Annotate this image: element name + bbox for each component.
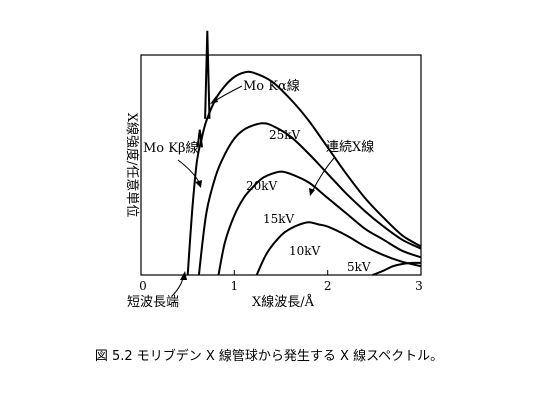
spectrum-curves — [186, 30, 422, 276]
arrowhead-k-alpha — [210, 96, 218, 104]
series-label-10kv: 10kV — [289, 244, 321, 258]
series-label-25kv: 25kV — [269, 128, 301, 142]
arrowhead-continuous — [309, 188, 315, 196]
arrow-k-alpha — [212, 85, 243, 103]
x-tick-label: 1 — [230, 279, 238, 293]
mo-k-beta-label: Mo Kβ線 — [143, 140, 199, 156]
x-tick-label: 0 — [139, 279, 147, 293]
peak-k-beta — [196, 129, 203, 148]
arrow-continuous — [311, 157, 335, 193]
arrowhead-k-beta — [195, 180, 202, 188]
plot-frame — [140, 54, 422, 276]
continuous-xray-label: 連続X線 — [326, 139, 374, 155]
series-label-5kv: 5kV — [347, 260, 371, 274]
x-tick-label: 3 — [415, 279, 423, 293]
series-label-20kv: 20kV — [246, 179, 278, 193]
x-axis-title: X線波長/Å — [252, 294, 315, 310]
figure-caption: 図 5.2 モリブデン X 線管球から発生する X 線スペクトル。 — [94, 349, 444, 364]
x-axis-ticks — [140, 270, 422, 275]
y-axis-title: X線強度/任意単位 — [124, 113, 140, 218]
short-wavelength-limit-label: 短波長端 — [127, 295, 179, 310]
series-label-15kv: 15kV — [263, 212, 295, 226]
curve-15kv — [217, 170, 422, 276]
curve-10kv — [255, 221, 422, 276]
mo-k-alpha-label: Mo Kα線 — [243, 78, 300, 94]
arrowhead-short-wavelength — [180, 271, 187, 280]
x-tick-label: 2 — [324, 279, 332, 293]
peak-k-alpha — [204, 30, 211, 119]
curve-20kv — [197, 122, 422, 276]
arrow-heads — [180, 96, 315, 280]
curve-5kv — [372, 261, 422, 276]
